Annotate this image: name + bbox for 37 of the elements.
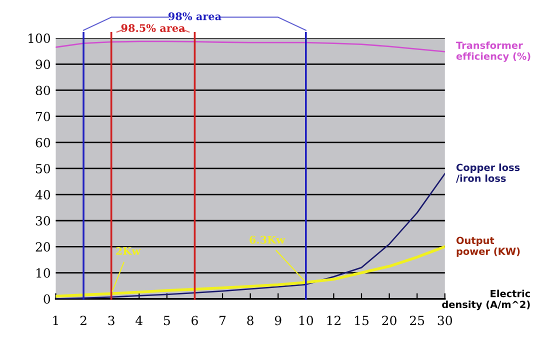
text: 98% area xyxy=(168,12,222,20)
x-tick-label: 9 xyxy=(274,316,282,326)
line-series xyxy=(56,40,445,52)
y-tick-label: 70 xyxy=(36,112,50,122)
x-tick-label: 15 xyxy=(355,316,368,326)
x-tick-label: 1 xyxy=(53,316,58,326)
x-tick-label: 6 xyxy=(192,316,198,326)
series-label: Transformer efficiency (%) xyxy=(456,41,530,62)
y-tick-label: 0 xyxy=(44,294,50,304)
x-tick-label: 8 xyxy=(247,316,254,326)
x-tick-label: 10 xyxy=(299,316,314,326)
y-tick-label: 30 xyxy=(36,216,50,226)
x-tick-label: 20 xyxy=(382,316,396,326)
series-label: Output power (KW) xyxy=(456,236,520,257)
x-tick-label: 2 xyxy=(80,316,86,326)
x-axis-title: Electric density (A/m^2) xyxy=(442,290,530,310)
y-tick-label: 100 xyxy=(28,34,50,44)
x-tick-label: 12 xyxy=(327,316,340,326)
y-tick-label: 80 xyxy=(36,86,50,96)
annotation: 6.3Kw xyxy=(250,236,286,244)
x-tick-label: 4 xyxy=(136,316,142,326)
text: 98.5% area xyxy=(121,24,186,32)
series-label: Copper loss /iron loss xyxy=(456,164,520,183)
x-tick-label: 3 xyxy=(108,316,114,326)
line-series xyxy=(56,245,445,298)
x-tick-label: 25 xyxy=(410,316,424,326)
line-series xyxy=(56,172,445,299)
x-tick-label: 30 xyxy=(438,316,452,326)
x-tick-label: 5 xyxy=(164,316,170,326)
y-tick-label: 20 xyxy=(36,242,50,252)
x-tick-label: 7 xyxy=(220,316,226,326)
y-tick-label: 50 xyxy=(36,164,50,174)
y-tick-label: 90 xyxy=(36,60,50,70)
annotation: 2Kw xyxy=(116,247,141,255)
y-tick-label: 60 xyxy=(36,138,50,148)
y-tick-label: 40 xyxy=(35,190,50,200)
y-tick-label: 10 xyxy=(36,268,50,278)
